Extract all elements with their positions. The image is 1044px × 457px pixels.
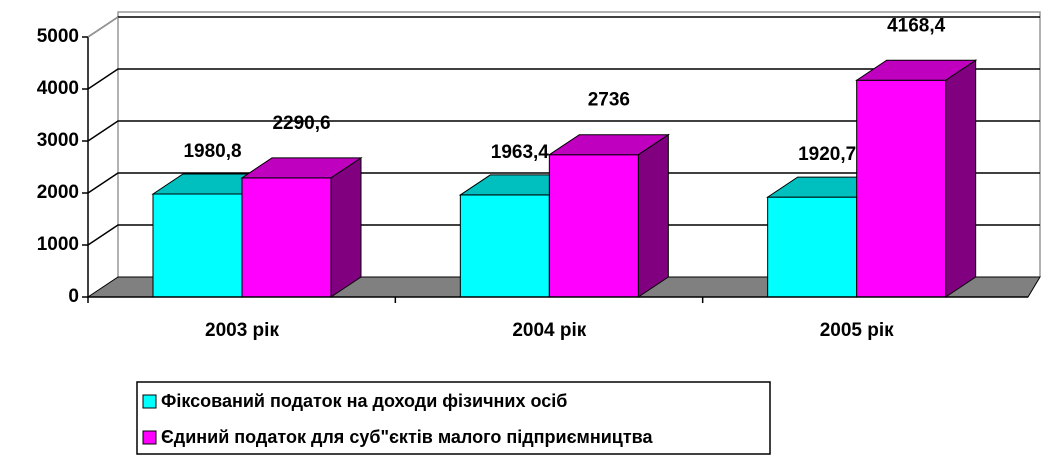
bar-side xyxy=(637,133,669,298)
legend-swatch xyxy=(142,394,157,409)
legend-label: Фіксований податок на доходи фізичних ос… xyxy=(161,391,567,411)
y-tick-label: 5000 xyxy=(37,26,79,47)
value-label: 2290,6 xyxy=(272,113,330,134)
value-label: 1920,7 xyxy=(798,144,856,165)
grid-line xyxy=(87,224,1040,246)
y-tick-label: 0 xyxy=(68,286,79,307)
y-tick-label: 3000 xyxy=(37,130,79,151)
x-tick-label: 2003 рік xyxy=(205,320,279,341)
bar-top xyxy=(855,59,978,81)
bar-front xyxy=(856,79,947,298)
bar-side xyxy=(330,156,362,298)
legend-swatch xyxy=(142,430,157,445)
bar-front xyxy=(548,154,639,298)
x-tick-label: 2005 рік xyxy=(820,320,894,341)
value-label: 4168,4 xyxy=(887,15,946,36)
grid-line xyxy=(87,120,1040,142)
bar-front xyxy=(767,196,858,298)
legend-box xyxy=(136,381,771,455)
x-tick-label: 2004 рік xyxy=(512,320,586,341)
bar-side xyxy=(945,59,977,298)
grid-line xyxy=(87,68,1040,90)
y-tick-label: 1000 xyxy=(37,234,79,255)
bar-front xyxy=(241,177,332,298)
bar-front xyxy=(152,193,243,298)
bar-front xyxy=(459,194,550,298)
y-tick-label: 4000 xyxy=(37,78,79,99)
value-label: 1980,8 xyxy=(183,141,241,162)
value-label: 1963,4 xyxy=(491,142,550,163)
bar-top xyxy=(240,157,363,179)
value-label: 2736 xyxy=(588,90,630,111)
bar xyxy=(855,59,978,298)
back-wall xyxy=(117,11,1041,277)
bar xyxy=(240,156,363,298)
bar-top xyxy=(547,134,670,156)
bar xyxy=(547,133,670,298)
legend-label: Єдиний податок для суб"єктів малого підп… xyxy=(161,427,653,447)
y-axis-depth xyxy=(87,16,119,38)
grid-line xyxy=(87,172,1040,194)
y-tick-label: 2000 xyxy=(37,182,79,203)
